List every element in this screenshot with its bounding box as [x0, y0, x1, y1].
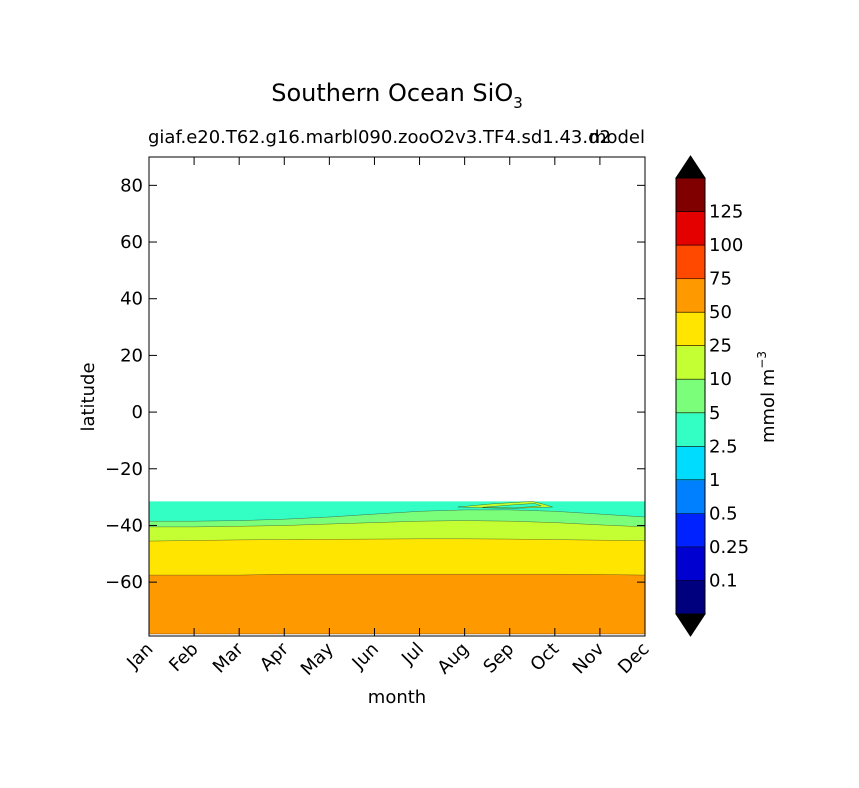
colorbar-tick-label-2: 0.5 — [709, 503, 738, 524]
colorbar-tick-label-8: 50 — [709, 302, 732, 323]
colorbar-extend-under — [675, 613, 706, 637]
contour-line-band-10-25 — [148, 538, 646, 542]
plot-area — [148, 157, 646, 636]
chart-subtitle-left: giaf.e20.T62.g16.marbl090.zooO2v3.TF4.sd… — [148, 127, 611, 148]
colorbar-segment-8 — [676, 312, 705, 347]
y-tick-label-7: 80 — [120, 175, 143, 196]
colorbar-extend-over — [675, 155, 706, 179]
x-tick-label-nov: Nov — [569, 638, 609, 678]
y-tick-label-3: 0 — [132, 402, 143, 423]
colorbar-tick-label-1: 0.25 — [709, 537, 749, 558]
x-axis-title: month — [368, 687, 426, 708]
colorbar-tick-label-10: 100 — [709, 235, 743, 256]
colorbar-tick-label-3: 1 — [709, 470, 720, 491]
colorbar-tick-label-11: 125 — [709, 202, 743, 223]
plot-frame — [148, 156, 646, 637]
x-tick-label-jan: Jan — [122, 639, 157, 674]
x-tick-label-may: May — [297, 638, 338, 679]
colorbar-tick-label-4: 2.5 — [709, 436, 738, 457]
y-tick-label-1: −40 — [105, 515, 143, 536]
colorbar-title-superscript: −3 — [755, 351, 769, 369]
colorbar-title-main: mmol m — [758, 369, 779, 443]
y-tick-label-2: −20 — [105, 459, 143, 480]
x-tick-label-jul: Jul — [397, 639, 428, 670]
x-tick-label-jun: Jun — [348, 639, 383, 674]
contour-line-band-2.5-5 — [149, 509, 646, 522]
y-tick-label-5: 40 — [120, 289, 143, 310]
y-tick-label-6: 60 — [120, 232, 143, 253]
x-tick-label-mar: Mar — [209, 638, 248, 677]
x-tick-label-aug: Aug — [433, 639, 473, 679]
colorbar-segment-0 — [676, 580, 705, 615]
chart-title-subscript: 3 — [513, 94, 523, 112]
contour-inner-sep — [482, 503, 542, 509]
colorbar-segment-1 — [676, 546, 705, 581]
contour-line-band-25-50 — [149, 573, 646, 576]
chart-subtitle-right: model — [589, 127, 645, 148]
colorbar-segment-12 — [676, 178, 705, 213]
colorbar-segment-6 — [676, 379, 705, 414]
colorbar-frame — [675, 177, 706, 615]
contour-band-5-10 — [149, 509, 645, 527]
colorbar-segment-4 — [676, 446, 705, 481]
y-axis-title: latitude — [78, 362, 99, 431]
colorbar-segment-11 — [676, 211, 705, 246]
contour-band-50-75 — [149, 574, 645, 634]
colorbar: 0.1 0.25 0.5 1 2.5 5 10 25 50 75 100 125 — [675, 155, 749, 637]
colorbar-segment-2 — [676, 513, 705, 548]
chart-title: Southern Ocean SiO3 — [271, 79, 523, 112]
contour-line-band-5-10 — [149, 520, 646, 528]
x-tick-label-sep: Sep — [479, 639, 518, 678]
chart-title-main: Southern Ocean SiO — [271, 79, 513, 107]
x-tick-label-oct: Oct — [526, 639, 563, 676]
colorbar-tick-label-6: 10 — [709, 369, 732, 390]
contour-band-25-50 — [149, 538, 645, 576]
x-tick-label-dec: Dec — [614, 639, 653, 678]
colorbar-segment-10 — [676, 245, 705, 280]
colorbar-segment-5 — [676, 412, 705, 447]
colorbar-tick-label-5: 5 — [709, 403, 720, 424]
colorbar-segment-7 — [676, 345, 705, 380]
colorbar-tick-label-0: 0.1 — [709, 571, 738, 592]
colorbar-tick-label-9: 75 — [709, 269, 732, 290]
colorbar-title: mmol m−3 — [755, 351, 779, 443]
x-tick-label-apr: Apr — [256, 638, 293, 675]
y-tick-label-0: −60 — [105, 572, 143, 593]
colorbar-segment-3 — [676, 479, 705, 514]
colorbar-tick-label-7: 25 — [709, 336, 732, 357]
colorbar-segment-9 — [676, 278, 705, 313]
x-tick-label-feb: Feb — [165, 639, 202, 676]
y-tick-label-4: 20 — [120, 345, 143, 366]
